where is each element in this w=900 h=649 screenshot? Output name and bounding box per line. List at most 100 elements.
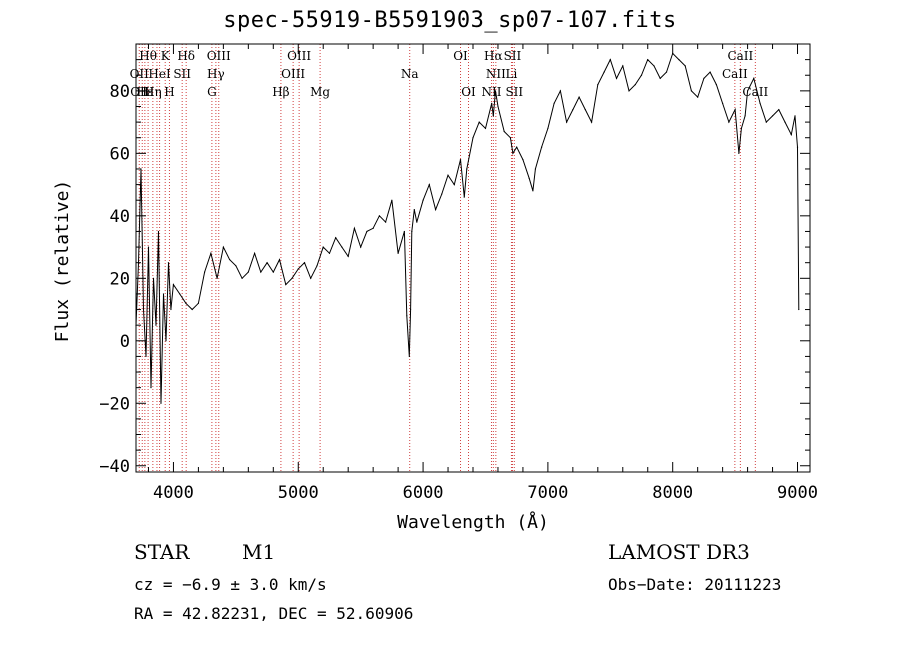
data-point <box>522 158 524 161</box>
data-point <box>715 84 717 86</box>
data-point <box>609 59 611 61</box>
line-label: Na <box>401 67 419 81</box>
data-point <box>441 193 443 195</box>
data-point <box>341 246 343 248</box>
line-label: Hβ <box>272 85 289 99</box>
line-label: OI <box>453 49 468 63</box>
data-point <box>634 84 636 86</box>
line-label: CaII <box>742 85 768 99</box>
data-point <box>478 121 480 123</box>
line-label: OI <box>461 85 476 99</box>
data-point <box>503 130 505 133</box>
data-point <box>484 127 487 129</box>
data-point <box>160 402 162 404</box>
data-point <box>272 271 274 273</box>
data-point <box>512 152 514 154</box>
data-point <box>335 237 337 239</box>
data-point <box>534 168 537 170</box>
y-tick-label: 20 <box>110 269 130 289</box>
data-point <box>559 90 561 92</box>
y-tick-label: 40 <box>110 207 130 227</box>
obs-date: Obs−Date: 20111223 <box>608 575 782 594</box>
data-point <box>372 227 374 229</box>
data-point <box>603 71 605 73</box>
data-point <box>411 230 413 233</box>
series-layer <box>135 52 800 404</box>
data-point <box>179 293 181 295</box>
data-point <box>463 196 465 198</box>
data-point <box>798 308 800 311</box>
data-point <box>145 355 147 358</box>
line-label: Hθ <box>139 49 157 63</box>
data-point <box>197 302 200 304</box>
data-point <box>303 262 306 264</box>
line-label: OIII <box>287 49 311 63</box>
line-label: NII <box>481 85 501 99</box>
data-point <box>722 102 724 104</box>
data-point <box>684 65 686 67</box>
data-point <box>406 315 408 317</box>
data-point <box>297 268 299 270</box>
data-point <box>547 127 549 129</box>
x-tick-label: 6000 <box>403 483 444 503</box>
data-point <box>746 90 749 92</box>
line-label: Hα <box>484 49 503 63</box>
data-point <box>409 308 412 311</box>
data-point <box>497 105 499 108</box>
data-point <box>690 90 693 92</box>
data-point <box>447 174 449 176</box>
data-point <box>759 102 761 104</box>
line-label: Hγ <box>207 67 225 81</box>
data-point <box>378 215 380 217</box>
data-point <box>167 262 170 264</box>
object-class: STAR <box>134 540 190 564</box>
y-axis-label: Flux (relative) <box>52 180 73 343</box>
data-point <box>408 355 410 358</box>
data-point <box>728 121 730 123</box>
chart-title: spec-55919-B5591903_sp07-107.fits <box>223 8 677 33</box>
data-point <box>266 262 268 264</box>
data-point <box>162 293 165 295</box>
data-point <box>528 177 530 179</box>
data-point <box>142 308 145 311</box>
data-point <box>147 246 150 248</box>
data-point <box>566 121 568 123</box>
data-point <box>247 271 249 273</box>
data-point <box>584 109 586 111</box>
data-point <box>397 252 399 254</box>
data-point <box>459 158 462 161</box>
data-point <box>285 283 287 286</box>
data-point <box>590 121 593 123</box>
data-point <box>316 265 318 267</box>
line-label: Hδ <box>177 49 195 63</box>
data-point <box>434 208 437 211</box>
data-point <box>622 65 624 67</box>
line-label: SII <box>173 67 191 81</box>
data-point <box>647 59 649 61</box>
data-point <box>291 277 293 279</box>
data-point <box>385 221 387 223</box>
data-point <box>453 183 455 186</box>
y-tick-label: −40 <box>99 457 130 477</box>
line-label: OIII <box>281 67 305 81</box>
data-point <box>260 271 262 273</box>
data-point <box>697 96 699 98</box>
data-point <box>516 146 518 148</box>
data-point <box>191 308 193 311</box>
data-point <box>235 265 237 267</box>
data-point <box>222 246 224 248</box>
data-point <box>466 168 468 170</box>
data-point <box>366 230 368 233</box>
data-point <box>216 277 218 279</box>
y-tick-label: −20 <box>99 394 130 414</box>
data-point <box>413 208 415 211</box>
data-point <box>615 77 618 79</box>
data-point <box>703 77 705 79</box>
data-point <box>422 199 424 201</box>
line-label: SII <box>505 85 523 99</box>
data-point <box>509 137 512 139</box>
line-label: H <box>164 85 174 99</box>
data-point <box>278 258 281 261</box>
x-tick-label: 8000 <box>652 483 693 503</box>
spectral-line-markers <box>138 44 756 472</box>
